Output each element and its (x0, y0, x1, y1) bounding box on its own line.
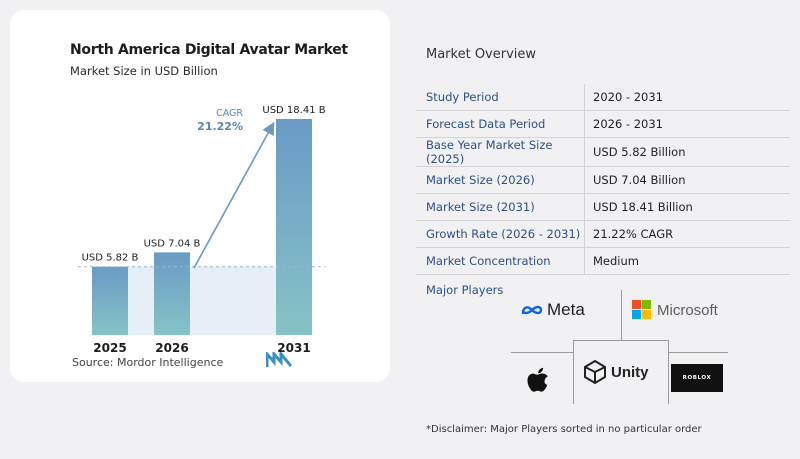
overview-table: Study Period 2020 - 2031 Forecast Data Pe… (416, 84, 790, 275)
row-value: 2020 - 2031 (584, 84, 790, 111)
unity-cube-icon (584, 360, 606, 384)
row-value: USD 5.82 Billion (584, 137, 790, 167)
row-label: Base Year Market Size (2025) (416, 137, 585, 167)
row-value: Medium (584, 247, 790, 275)
table-row: Market Concentration Medium (416, 247, 790, 275)
row-value: 2026 - 2031 (584, 110, 790, 138)
x-tick-2026: 2026 (155, 341, 188, 355)
data-label-2025: USD 5.82 B (82, 253, 139, 264)
bar-2025 (92, 266, 128, 335)
table-row: Market Size (2031) USD 18.41 Billion (416, 193, 790, 221)
x-tick-2031: 2031 (277, 341, 310, 355)
data-label-2031: USD 18.41 B (262, 105, 325, 116)
row-value: 21.22% CAGR (584, 220, 790, 248)
row-label: Growth Rate (2026 - 2031) (416, 220, 585, 248)
disclaimer-text: *Disclaimer: Major Players sorted in no … (426, 424, 702, 435)
row-label: Market Concentration (416, 247, 585, 275)
row-label: Market Size (2031) (416, 193, 585, 221)
bar-chart: USD 5.82 B 2025 USD 7.04 B 2026 USD 18.41 B 2… (78, 105, 326, 355)
players-divider (668, 352, 728, 353)
chart-title: North America Digital Avatar Market (70, 42, 348, 58)
source-text: Source: Mordor Intelligence (72, 356, 224, 369)
players-divider (621, 290, 622, 340)
players-divider (511, 352, 573, 353)
overview-title: Market Overview (426, 47, 537, 62)
roblox-label: ROBLOX (682, 375, 712, 381)
mordor-logo-icon (266, 352, 292, 367)
major-players-title: Major Players (426, 283, 504, 297)
microsoft-logo: Microsoft (632, 300, 718, 320)
row-label: Study Period (416, 84, 585, 111)
row-value: USD 7.04 Billion (584, 166, 790, 194)
chart-subtitle: Market Size in USD Billion (70, 64, 218, 78)
data-label-2026: USD 7.04 B (144, 238, 201, 249)
players-divider (573, 340, 574, 404)
roblox-logo: ROBLOX (671, 364, 723, 392)
table-row: Base Year Market Size (2025) USD 5.82 Bil… (416, 137, 790, 167)
players-divider (573, 340, 669, 341)
unity-logo: Unity (584, 360, 649, 384)
cagr-value: 21.22% (197, 120, 243, 133)
table-row: Growth Rate (2026 - 2031) 21.22% CAGR (416, 220, 790, 248)
bar-2026 (154, 252, 190, 335)
table-row: Market Size (2026) USD 7.04 Billion (416, 166, 790, 194)
cagr-arrow (193, 121, 275, 269)
players-divider (668, 340, 669, 404)
bar-2031 (276, 119, 312, 335)
row-label: Forecast Data Period (416, 110, 585, 138)
row-label: Market Size (2026) (416, 166, 585, 194)
meta-infinity-icon (521, 305, 543, 315)
microsoft-label: Microsoft (657, 301, 718, 319)
x-tick-2025: 2025 (93, 341, 126, 355)
meta-logo: Meta (520, 300, 585, 320)
table-row: Forecast Data Period 2026 - 2031 (416, 110, 790, 138)
table-row: Study Period 2020 - 2031 (416, 84, 790, 111)
apple-logo-icon (526, 366, 552, 396)
microsoft-windows-icon (632, 300, 651, 319)
cagr-label: CAGR (216, 108, 243, 119)
market-overview-panel: Market Overview Study Period 2020 - 2031 … (416, 0, 800, 459)
meta-label: Meta (547, 300, 585, 319)
row-value: USD 18.41 Billion (584, 193, 790, 221)
unity-label: Unity (611, 363, 649, 381)
